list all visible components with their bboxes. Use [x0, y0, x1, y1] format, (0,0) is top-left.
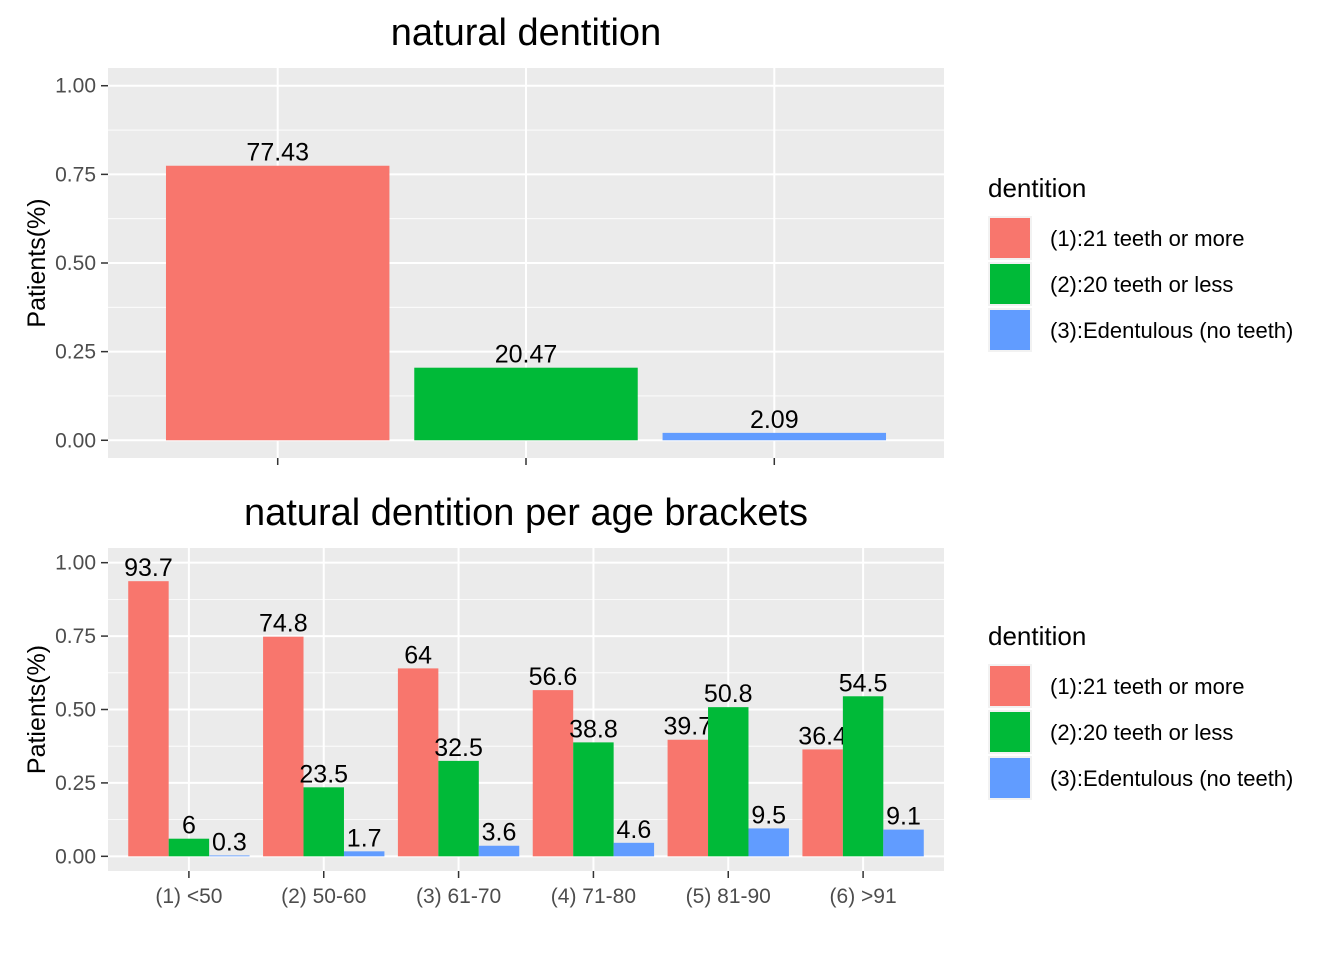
x-tick-label: (6) >91: [830, 885, 897, 908]
data-label: 56.6: [529, 663, 578, 691]
bar: [667, 739, 709, 857]
bar: [573, 742, 614, 857]
bar: [478, 845, 520, 857]
data-label: 64: [404, 641, 432, 669]
bar: [842, 696, 884, 857]
data-label: 38.8: [569, 715, 618, 743]
bar: [708, 707, 749, 857]
data-label: 3.6: [482, 819, 517, 847]
legend-swatch: [990, 264, 1030, 304]
chart-panel-2: 0.00 0.25 0.50 0.75 1.00 natural dentition pe…: [23, 492, 1293, 908]
y-tick-label: 1.00: [55, 552, 96, 575]
legend-label: (3):Edentulous (no teeth): [1050, 766, 1293, 791]
y-tick-label: 0.25: [55, 772, 96, 795]
data-label: 77.43: [246, 139, 309, 167]
bar: [397, 668, 439, 857]
bar: [748, 828, 789, 857]
chart-title: natural dentition per age brackets: [244, 492, 808, 534]
legend-label: (1):21 teeth or more: [1050, 226, 1244, 251]
data-label: 6: [182, 812, 196, 840]
legend-swatch: [990, 758, 1030, 798]
legend: dentition (1):21 teeth or more (2):20 teet…: [988, 621, 1293, 800]
bar: [883, 829, 924, 857]
legend-swatch: [990, 666, 1030, 706]
data-label: 23.5: [299, 760, 348, 788]
data-label: 74.8: [259, 610, 308, 638]
x-tick-label: (2) 50-60: [281, 885, 366, 908]
data-label: 39.7: [663, 713, 712, 741]
y-tick-label: 0.75: [55, 625, 96, 648]
legend-title: dentition: [988, 173, 1086, 203]
x-tick-label: (4) 71-80: [551, 885, 636, 908]
y-tick-label: 0.00: [55, 845, 96, 868]
bar: [414, 367, 638, 441]
y-tick-label: 0.50: [55, 699, 96, 722]
data-label: 0.3: [212, 828, 247, 856]
x-tick-label: (5) 81-90: [686, 885, 771, 908]
bar: [532, 690, 574, 857]
y-axis-label: Patients(%): [23, 198, 51, 327]
bar: [128, 581, 169, 857]
chart-title: natural dentition: [391, 12, 661, 54]
y-tick-label: 0.75: [55, 163, 96, 186]
legend-swatch: [990, 310, 1030, 350]
data-label: 50.8: [704, 680, 753, 708]
data-label: 36.4: [798, 722, 847, 750]
bar: [438, 760, 479, 857]
data-label: 4.6: [616, 816, 651, 844]
bar: [168, 838, 210, 857]
data-label: 20.47: [495, 341, 558, 369]
data-label: 9.5: [751, 801, 786, 829]
data-label: 32.5: [434, 734, 483, 762]
data-label: 9.1: [886, 803, 921, 831]
bar: [303, 787, 344, 857]
legend-label: (1):21 teeth or more: [1050, 674, 1244, 699]
y-tick-label: 0.50: [55, 252, 96, 275]
legend-label: (2):20 teeth or less: [1050, 720, 1233, 745]
data-label: 1.7: [347, 824, 382, 852]
bar: [613, 842, 655, 857]
legend-label: (3):Edentulous (no teeth): [1050, 318, 1293, 343]
data-label: 54.5: [839, 669, 888, 697]
data-label: 93.7: [124, 554, 173, 582]
bar: [165, 165, 390, 441]
x-tick-label: (1) <50: [155, 885, 222, 908]
y-axis-label: Patients(%): [23, 645, 51, 774]
x-tick-label: (3) 61-70: [416, 885, 501, 908]
legend: dentition (1):21 teeth or more (2):20 teet…: [988, 173, 1293, 352]
legend-swatch: [990, 218, 1030, 258]
bar: [802, 749, 843, 857]
legend-title: dentition: [988, 621, 1086, 651]
bar: [209, 855, 250, 857]
data-label: 2.09: [750, 406, 799, 434]
y-tick-label: 0.00: [55, 429, 96, 452]
bar: [662, 432, 887, 441]
bar: [343, 851, 385, 857]
legend-label: (2):20 teeth or less: [1050, 272, 1233, 297]
legend-swatch: [990, 712, 1030, 752]
y-tick-label: 1.00: [55, 75, 96, 98]
y-tick-label: 0.25: [55, 341, 96, 364]
bar: [263, 636, 304, 857]
chart-panel-1: 0.00 0.25 0.50 0.75 1.00 natural dentition Pat…: [23, 12, 1293, 465]
